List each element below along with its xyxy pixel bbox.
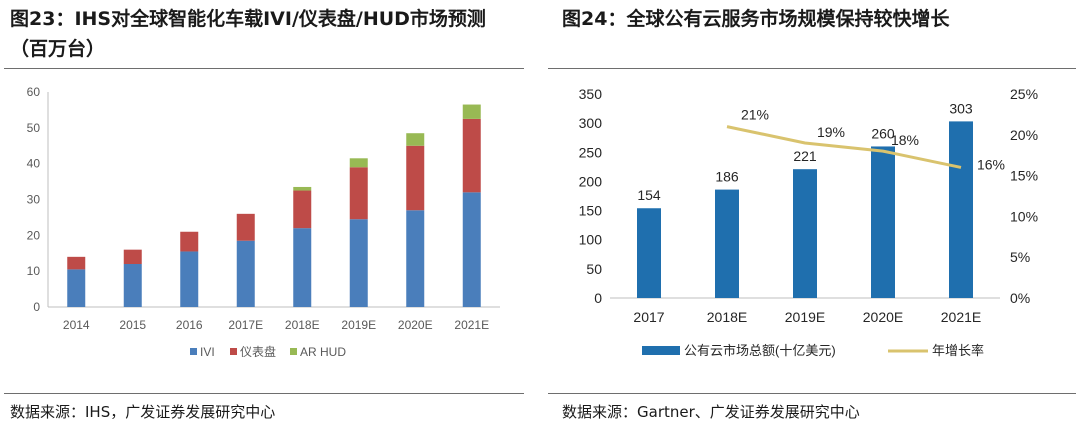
x-tick-label: 2017 (633, 309, 664, 325)
bar-data-label: 260 (871, 125, 895, 141)
bar-segment-仪表盘 (462, 118, 481, 193)
y2-tick-label: 0% (1010, 290, 1030, 306)
left-bottom-rule (4, 393, 524, 394)
y-tick-label: 20 (27, 228, 41, 242)
y2-tick-label: 20% (1010, 127, 1038, 143)
y-tick-label: 100 (579, 232, 603, 248)
y2-tick-label: 10% (1010, 208, 1038, 224)
legend-swatch (230, 348, 237, 355)
y-tick-label: 350 (579, 86, 603, 102)
x-tick-label: 2021E (941, 309, 981, 325)
bar (637, 208, 661, 298)
y-tick-label: 50 (27, 121, 41, 135)
x-tick-label: 2018E (707, 309, 747, 325)
bar-segment-仪表盘 (349, 167, 368, 220)
bar-segment-ivi (123, 264, 142, 307)
line-data-label: 19% (817, 124, 845, 140)
bar-segment-ar-hud (349, 158, 368, 168)
y2-tick-label: 25% (1010, 86, 1038, 102)
bar-segment-ivi (180, 251, 199, 307)
y2-tick-label: 15% (1010, 168, 1038, 184)
x-tick-label: 2020E (863, 309, 903, 325)
x-tick-label: 2018E (285, 318, 320, 332)
legend-label: 仪表盘 (240, 344, 276, 359)
right-source-note: 数据来源：Gartner、广发证券发展研究中心 (562, 403, 860, 421)
left-figure-title: 图23：IHS对全球智能化车载IVI/仪表盘/HUD市场预测（百万台） (10, 8, 486, 60)
bar-segment-仪表盘 (293, 190, 312, 229)
ihs-stacked-bar-chart: 0 10 20 30 40 50 60 2014 2015 2016 2017E 2018E 2019E… (27, 85, 500, 359)
bar-data-label: 303 (949, 100, 973, 116)
right-figure-panel: 图24：全球公有云服务市场规模保持较快增长 0 50 100 150 200 250 300… (548, 0, 1080, 428)
bar-segment-ivi (349, 219, 368, 307)
bar-segment-ar-hud (406, 133, 425, 146)
right-bottom-rule (548, 393, 1076, 394)
bar (949, 121, 973, 298)
y-tick-label: 0 (33, 300, 40, 314)
y-tick-label: 150 (579, 203, 603, 219)
bar-data-label: 221 (793, 148, 817, 164)
bar-segment-ar-hud (462, 104, 481, 119)
y2-tick-label: 5% (1010, 249, 1030, 265)
x-tick-label: 2019E (785, 309, 825, 325)
x-tick-label: 2015 (119, 318, 146, 332)
cloud-market-bar-line-chart: 0 50 100 150 200 250 300 350 0% 5% 10% 15% 20% 25% 154… (579, 86, 1038, 358)
right-figure-title: 图24：全球公有云服务市场规模保持较快增长 (562, 8, 950, 30)
bar (715, 189, 739, 298)
bar-data-label: 186 (715, 169, 739, 185)
bar-segment-仪表盘 (180, 231, 199, 252)
x-tick-label: 2014 (63, 318, 90, 332)
y-tick-label: 0 (594, 290, 602, 306)
y-tick-label: 200 (579, 173, 603, 189)
bar (871, 146, 895, 298)
growth-rate-line (726, 125, 962, 169)
bar-segment-仪表盘 (406, 145, 425, 211)
legend-swatch (190, 348, 197, 355)
bar-segment-仪表盘 (67, 256, 86, 270)
y-tick-label: 60 (27, 85, 41, 99)
bar-segment-ivi (236, 240, 255, 307)
legend-label: 公有云市场总额(十亿美元) (684, 343, 836, 358)
y-tick-label: 40 (27, 157, 41, 171)
y-tick-label: 300 (579, 115, 603, 131)
legend-swatch-bar (642, 346, 680, 355)
bar-data-label: 154 (637, 187, 661, 203)
legend-swatch (290, 348, 297, 355)
left-top-rule (4, 68, 524, 69)
x-tick-label: 2017E (228, 318, 263, 332)
bar-segment-仪表盘 (236, 213, 255, 241)
legend-label: IVI (200, 345, 215, 359)
line-data-label: 16% (977, 156, 1005, 172)
left-source-note: 数据来源：IHS，广发证券发展研究中心 (10, 403, 276, 421)
bar-segment-ivi (293, 228, 312, 307)
bar (793, 169, 817, 298)
y-tick-label: 250 (579, 144, 603, 160)
line-data-label: 18% (891, 132, 919, 148)
x-tick-label: 2021E (454, 318, 489, 332)
bar-segment-ivi (462, 192, 481, 307)
line-data-label: 21% (741, 107, 769, 123)
x-tick-label: 2016 (176, 318, 203, 332)
legend-label: AR HUD (300, 345, 346, 359)
x-tick-label: 2020E (398, 318, 433, 332)
x-tick-label: 2019E (341, 318, 376, 332)
bar-segment-ivi (67, 269, 86, 307)
bar-segment-ar-hud (293, 186, 312, 191)
left-figure-panel: 图23：IHS对全球智能化车载IVI/仪表盘/HUD市场预测（百万台） 0 10 2… (0, 0, 528, 428)
right-top-rule (548, 68, 1076, 69)
bar-segment-仪表盘 (123, 249, 142, 264)
y-tick-label: 30 (27, 193, 41, 207)
legend-label: 年增长率 (932, 343, 984, 358)
y-tick-label: 50 (586, 261, 602, 277)
y-tick-label: 10 (27, 264, 41, 278)
bar-segment-ivi (406, 210, 425, 307)
